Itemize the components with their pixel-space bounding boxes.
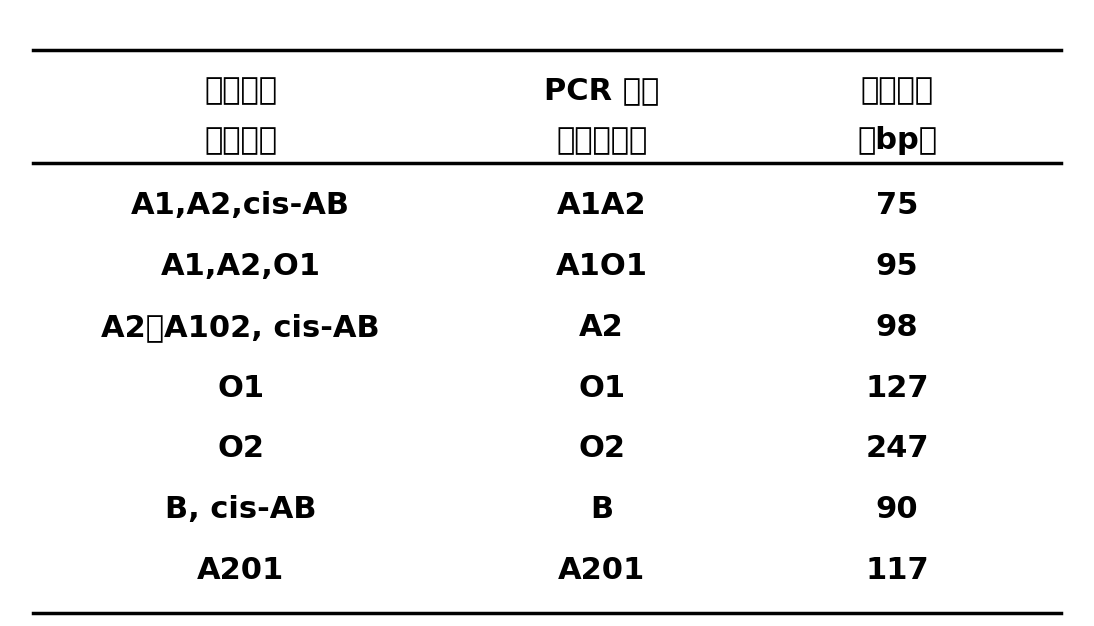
Text: A201: A201 — [197, 556, 284, 585]
Text: 127: 127 — [865, 374, 929, 403]
Text: A2，A102, cis-AB: A2，A102, cis-AB — [102, 313, 380, 342]
Text: PCR 反应: PCR 反应 — [544, 76, 660, 105]
Text: 75: 75 — [876, 191, 918, 220]
Text: O1: O1 — [217, 374, 265, 403]
Text: （bp）: （bp） — [857, 126, 938, 155]
Text: A1O1: A1O1 — [556, 252, 648, 281]
Text: O1: O1 — [578, 374, 626, 403]
Text: B: B — [590, 495, 614, 524]
Text: A201: A201 — [558, 556, 645, 585]
Text: 247: 247 — [865, 434, 929, 463]
Text: A1,A2,cis-AB: A1,A2,cis-AB — [131, 191, 350, 220]
Text: 98: 98 — [876, 313, 918, 342]
Text: A1A2: A1A2 — [557, 191, 647, 220]
Text: O2: O2 — [579, 434, 625, 463]
Text: 产物长度: 产物长度 — [861, 76, 933, 105]
Text: B, cis-AB: B, cis-AB — [165, 495, 316, 524]
Text: 混合液缩写: 混合液缩写 — [556, 126, 648, 155]
Text: 检测基因: 检测基因 — [205, 76, 277, 105]
Text: 95: 95 — [876, 252, 918, 281]
Text: O2: O2 — [218, 434, 264, 463]
Text: 或外显子: 或外显子 — [205, 126, 277, 155]
Text: A1,A2,O1: A1,A2,O1 — [161, 252, 321, 281]
Text: A2: A2 — [580, 313, 624, 342]
Text: 117: 117 — [865, 556, 929, 585]
Text: 90: 90 — [876, 495, 918, 524]
